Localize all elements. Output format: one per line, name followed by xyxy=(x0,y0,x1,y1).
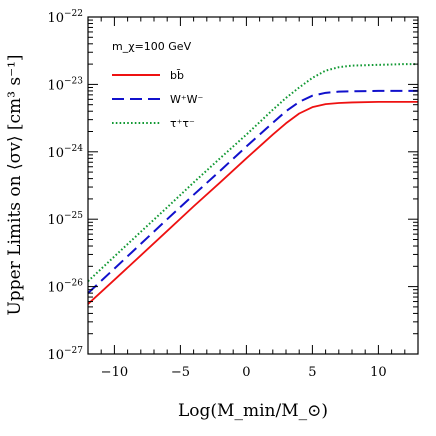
series-layer xyxy=(87,63,418,305)
ticks-layer xyxy=(87,16,419,355)
x-tick-label: 10 xyxy=(370,365,387,380)
y-axis-label: Upper Limits on ⟨σv⟩ [cm³ s⁻¹] xyxy=(5,54,25,315)
plot-frame xyxy=(87,16,419,355)
x-axis-label: Log(M_min/M_⊙) xyxy=(178,401,328,421)
y-tick-label: 10−27 xyxy=(47,346,83,363)
x-tick-label: −5 xyxy=(171,365,190,380)
x-tick-label: 5 xyxy=(308,365,316,380)
x-tick-label: 0 xyxy=(242,365,250,380)
y-tick-label: 10−22 xyxy=(47,9,83,26)
y-tick-label: 10−25 xyxy=(47,211,83,228)
legend-label-3: τ⁺τ⁻ xyxy=(170,117,195,130)
series-line-2 xyxy=(87,89,418,294)
y-tick-label: 10−23 xyxy=(47,76,83,93)
y-tick-label: 10−26 xyxy=(47,279,83,296)
legend: m_χ=100 GeV bb̄ W⁺W⁻ τ⁺τ⁻ xyxy=(112,40,204,130)
y-tick-label: 10−24 xyxy=(47,144,83,161)
tick-labels-layer: −10 −5 0 5 10 10−27 10−26 10−25 10−24 10−23 10−22 xyxy=(47,9,386,380)
x-tick-label: −10 xyxy=(101,365,128,380)
series-line-1 xyxy=(87,101,418,305)
legend-label-2: W⁺W⁻ xyxy=(170,93,204,106)
legend-header: m_χ=100 GeV xyxy=(112,40,192,53)
series-line-3 xyxy=(87,63,418,282)
legend-label-1: bb̄ xyxy=(170,69,184,82)
